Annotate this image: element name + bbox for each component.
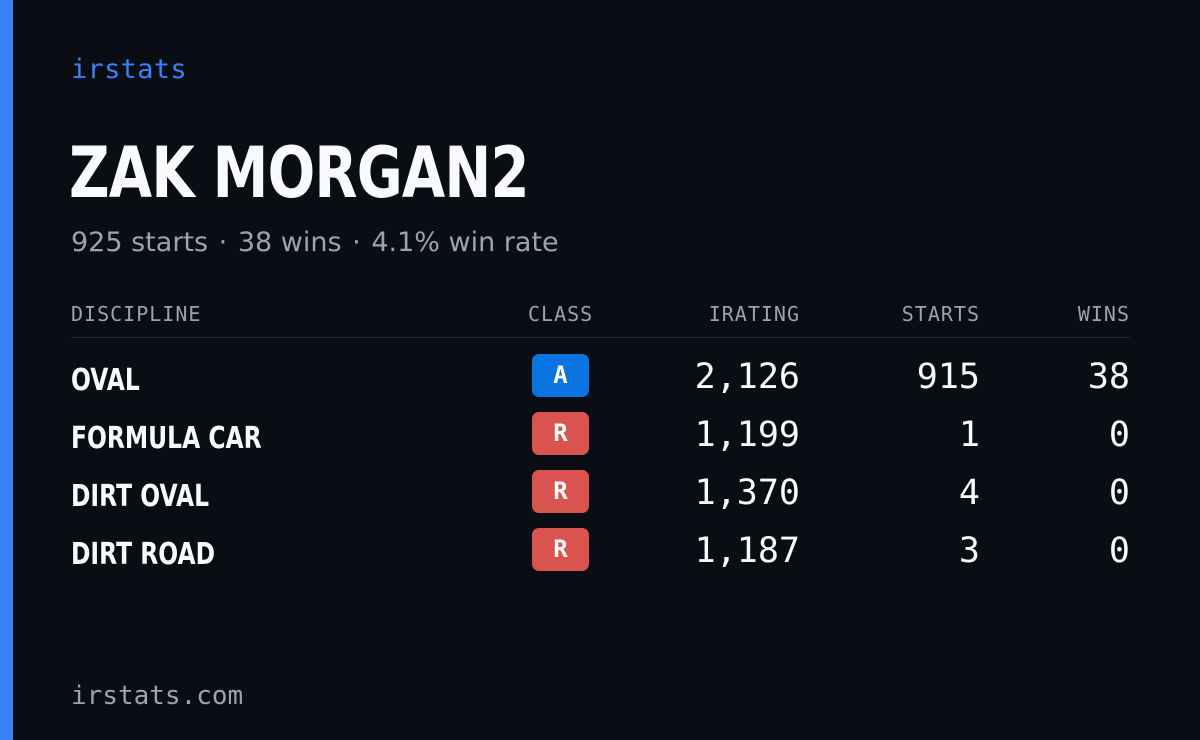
class-badge: A bbox=[532, 354, 589, 397]
starts-value: 1 bbox=[958, 415, 980, 455]
starts-value: 4 bbox=[958, 473, 980, 513]
header-wins: WINS bbox=[1077, 302, 1130, 326]
class-badge: R bbox=[532, 470, 589, 513]
table-row: FORMULA CAR R 1,199 1 0 bbox=[71, 412, 1130, 462]
accent-bar bbox=[0, 0, 13, 740]
header-class: CLASS bbox=[528, 302, 594, 326]
discipline-name: OVAL bbox=[71, 363, 140, 398]
table-header: DISCIPLINE CLASS IRATING STARTS WINS bbox=[71, 301, 1130, 327]
table-row: DIRT ROAD R 1,187 3 0 bbox=[71, 528, 1130, 578]
wins-summary: 38 wins bbox=[237, 227, 342, 258]
summary-separator: · bbox=[352, 227, 361, 258]
win-rate-summary: 4.1% win rate bbox=[371, 227, 559, 258]
table-row: DIRT OVAL R 1,370 4 0 bbox=[71, 470, 1130, 520]
brand-logo: irstats bbox=[71, 54, 187, 85]
irating-value: 1,187 bbox=[694, 531, 800, 571]
header-irating: IRATING bbox=[708, 302, 800, 326]
player-name: ZAK MORGAN2 bbox=[69, 132, 529, 214]
summary-separator: · bbox=[218, 227, 228, 258]
wins-value: 0 bbox=[1108, 531, 1130, 571]
header-starts: STARTS bbox=[901, 302, 980, 326]
starts-value: 3 bbox=[958, 531, 980, 571]
class-badge: R bbox=[532, 528, 589, 571]
discipline-name: FORMULA CAR bbox=[71, 421, 262, 456]
player-summary: 925 starts · 38 wins · 4.1% win rate bbox=[71, 229, 559, 256]
wins-value: 0 bbox=[1108, 473, 1130, 513]
starts-value: 915 bbox=[916, 357, 980, 397]
wins-value: 38 bbox=[1087, 357, 1130, 397]
wins-value: 0 bbox=[1108, 415, 1130, 455]
irating-value: 2,126 bbox=[694, 357, 800, 397]
irating-value: 1,199 bbox=[694, 415, 800, 455]
header-divider bbox=[71, 337, 1130, 338]
header-discipline: DISCIPLINE bbox=[71, 302, 202, 326]
class-badge: R bbox=[532, 412, 589, 455]
table-row: OVAL A 2,126 915 38 bbox=[71, 354, 1130, 404]
discipline-name: DIRT ROAD bbox=[71, 537, 216, 572]
discipline-name: DIRT OVAL bbox=[71, 479, 210, 514]
starts-summary: 925 starts bbox=[71, 227, 209, 258]
footer-url: irstats.com bbox=[71, 681, 244, 711]
irating-value: 1,370 bbox=[694, 473, 800, 513]
